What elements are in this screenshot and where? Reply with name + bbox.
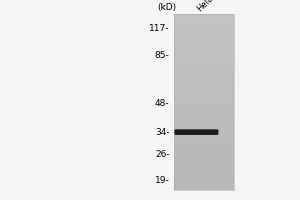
Bar	[174, 185, 234, 188]
Bar	[174, 25, 234, 27]
Text: 19-: 19-	[155, 176, 170, 185]
Bar	[174, 69, 234, 71]
Bar	[174, 62, 234, 65]
Bar	[174, 93, 234, 95]
Bar	[174, 102, 234, 104]
Bar	[174, 58, 234, 60]
Bar	[174, 38, 234, 40]
Bar	[174, 150, 234, 153]
Bar	[174, 113, 234, 115]
Bar	[174, 163, 234, 166]
Bar	[174, 159, 234, 161]
Bar	[174, 20, 234, 23]
Bar	[174, 56, 234, 58]
Bar	[174, 124, 234, 126]
Bar	[174, 139, 234, 142]
Bar	[174, 166, 234, 168]
Text: 85-: 85-	[155, 51, 170, 60]
FancyBboxPatch shape	[175, 129, 218, 135]
Bar	[174, 100, 234, 102]
Bar	[174, 91, 234, 93]
Bar	[174, 64, 234, 67]
Bar	[174, 14, 234, 16]
Bar	[174, 188, 234, 190]
Bar	[174, 80, 234, 82]
Bar	[174, 172, 234, 175]
Bar	[174, 23, 234, 25]
Bar	[174, 73, 234, 76]
Bar	[174, 49, 234, 51]
Bar	[174, 155, 234, 157]
Text: 117-: 117-	[149, 24, 169, 33]
Bar	[174, 84, 234, 87]
Bar	[174, 177, 234, 179]
Bar	[174, 181, 234, 183]
Bar	[174, 104, 234, 106]
Text: Hela: Hela	[195, 0, 215, 13]
Bar	[174, 34, 234, 36]
Bar	[174, 45, 234, 47]
Bar	[174, 89, 234, 91]
Bar	[174, 71, 234, 73]
Bar	[174, 135, 234, 137]
Bar	[174, 18, 234, 21]
Text: 26-: 26-	[155, 150, 170, 159]
Bar	[174, 117, 234, 120]
Bar	[174, 31, 234, 34]
Bar	[174, 42, 234, 45]
Bar	[174, 133, 234, 135]
Bar	[174, 157, 234, 159]
Bar	[174, 168, 234, 170]
Bar	[174, 97, 234, 100]
Bar	[174, 40, 234, 43]
Bar	[174, 122, 234, 124]
Bar	[174, 115, 234, 117]
Bar	[174, 106, 234, 109]
Bar	[174, 128, 234, 131]
Bar	[174, 95, 234, 98]
Bar	[174, 16, 234, 18]
Bar	[174, 152, 234, 155]
Bar	[174, 29, 234, 32]
Bar	[174, 60, 234, 62]
Bar	[174, 170, 234, 172]
Bar	[174, 53, 234, 56]
Text: 48-: 48-	[155, 99, 170, 108]
Bar	[174, 82, 234, 84]
Bar	[174, 51, 234, 54]
Bar	[174, 27, 234, 29]
Bar	[174, 36, 234, 38]
Bar	[174, 126, 234, 128]
Bar	[174, 137, 234, 139]
Bar	[174, 78, 234, 80]
Bar	[174, 141, 234, 144]
Bar	[174, 161, 234, 164]
Bar	[174, 119, 234, 122]
Bar	[174, 174, 234, 177]
Bar	[174, 14, 234, 190]
Bar	[174, 144, 234, 146]
Bar	[174, 130, 234, 133]
Bar	[174, 86, 234, 89]
Bar	[174, 75, 234, 78]
Bar	[174, 148, 234, 150]
Bar	[174, 111, 234, 113]
Text: 34-: 34-	[155, 128, 170, 137]
Bar	[174, 183, 234, 186]
Bar	[174, 146, 234, 148]
Bar	[174, 108, 234, 111]
Bar	[174, 47, 234, 49]
Bar	[174, 67, 234, 69]
Text: (kD): (kD)	[158, 3, 177, 12]
Bar	[174, 179, 234, 181]
